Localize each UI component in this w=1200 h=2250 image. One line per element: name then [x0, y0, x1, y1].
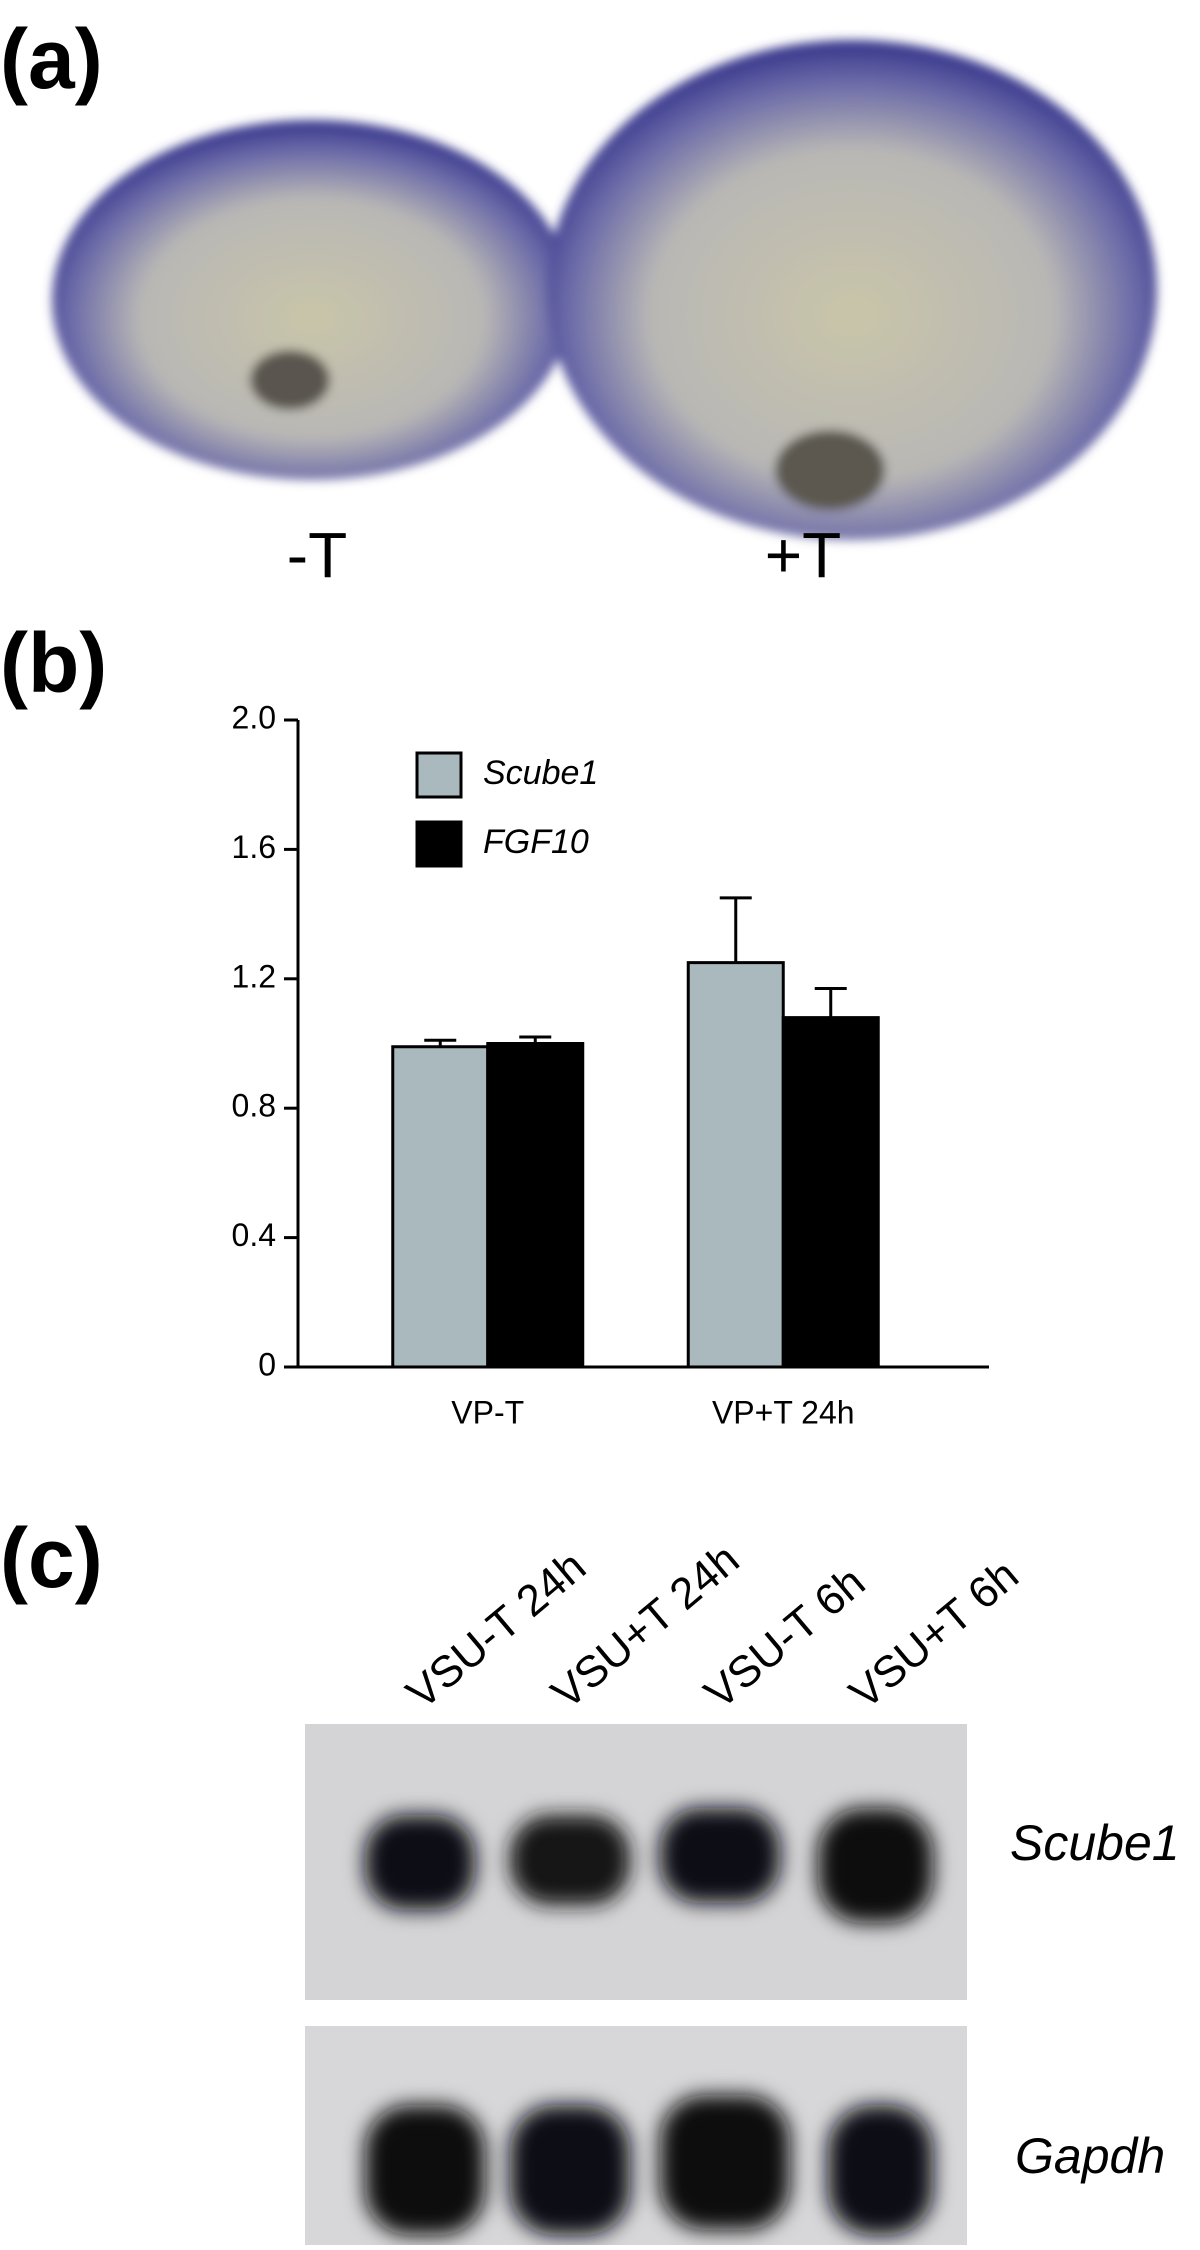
y-tick-label: 2.0 [232, 699, 276, 735]
panel-label: (a) [0, 12, 103, 106]
bar [486, 1042, 585, 1369]
bar [686, 961, 785, 1369]
blot-label: Scube1 [1010, 1815, 1180, 1871]
blot-label: Gapdh [1015, 2128, 1165, 2184]
y-tick-label: 1.2 [232, 958, 276, 994]
micrograph [52, 40, 1157, 540]
y-tick-label: 0.8 [232, 1088, 276, 1124]
legend-label: FGF10 [483, 823, 589, 861]
bar [391, 1045, 490, 1369]
x-tick-label: VP+T 24h [712, 1394, 855, 1430]
y-tick-label: 0 [258, 1346, 276, 1382]
panel-label: (b) [0, 616, 107, 710]
panel-label: (c) [0, 1511, 103, 1605]
legend-swatch [415, 820, 463, 868]
y-tick-label: 1.6 [232, 829, 276, 865]
x-tick-label: VP-T [451, 1394, 524, 1430]
legend-swatch [415, 751, 463, 799]
y-tick-label: 0.4 [232, 1217, 276, 1253]
condition-label: +T [765, 519, 841, 591]
legend-label: Scube1 [483, 754, 598, 792]
bar [781, 1016, 880, 1369]
lane-label: VSU+T 6h [840, 1550, 1027, 1718]
blot-bands [365, 1808, 933, 2235]
condition-label: -T [287, 519, 347, 591]
